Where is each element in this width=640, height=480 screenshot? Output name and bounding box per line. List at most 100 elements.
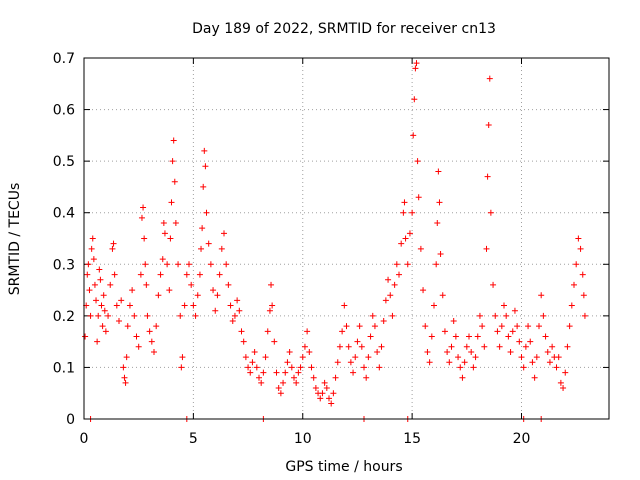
- data-point: [573, 261, 580, 268]
- data-point: [90, 256, 97, 263]
- data-point: [223, 261, 230, 268]
- data-point: [262, 354, 269, 361]
- data-point: [401, 199, 408, 206]
- data-point: [568, 302, 575, 309]
- data-point: [107, 281, 114, 288]
- data-point: [100, 292, 107, 299]
- data-point: [140, 204, 147, 211]
- data-point: [410, 132, 417, 139]
- data-point: [205, 240, 212, 247]
- chart-title: Day 189 of 2022, SRMTID for receiver cn1…: [192, 21, 496, 37]
- data-point: [225, 281, 232, 288]
- data-point: [151, 348, 157, 355]
- data-point: [122, 379, 129, 386]
- x-tick-label: 20: [513, 431, 531, 447]
- data-point: [194, 292, 201, 299]
- data-point: [221, 230, 227, 237]
- data-point: [275, 385, 282, 392]
- data-point: [564, 343, 571, 350]
- data-point: [328, 400, 335, 407]
- y-axis-label: SRMTID / TECUs: [7, 183, 23, 296]
- data-point: [336, 343, 343, 350]
- data-point: [299, 354, 306, 361]
- data-point: [435, 168, 442, 175]
- data-point: [560, 385, 567, 392]
- data-point: [483, 245, 490, 252]
- data-point: [463, 343, 470, 350]
- y-tick-label: 0: [66, 412, 75, 428]
- data-point: [286, 348, 293, 355]
- data-point: [562, 369, 569, 376]
- data-point: [160, 220, 167, 227]
- data-point: [536, 323, 542, 330]
- y-tick-label: 0.1: [53, 360, 75, 376]
- data-point: [177, 312, 184, 319]
- data-point: [203, 209, 210, 216]
- data-point: [412, 65, 419, 72]
- data-point: [247, 369, 254, 376]
- data-point: [202, 163, 209, 170]
- data-point: [339, 328, 346, 335]
- data-point: [148, 338, 155, 345]
- data-point: [146, 328, 153, 335]
- y-tick-label: 0.2: [53, 309, 75, 325]
- data-point: [87, 312, 94, 319]
- data-point: [89, 235, 96, 242]
- data-point: [503, 312, 510, 319]
- data-point: [321, 379, 328, 386]
- data-point: [295, 369, 302, 376]
- data-point: [385, 276, 392, 283]
- x-tick-label: 10: [294, 431, 312, 447]
- data-point: [120, 364, 127, 371]
- data-point: [178, 364, 185, 371]
- data-point: [170, 137, 177, 144]
- data-point: [433, 261, 440, 268]
- data-point: [199, 225, 206, 232]
- data-point: [417, 245, 424, 252]
- data-point: [210, 287, 217, 294]
- data-point: [306, 348, 313, 355]
- data-point: [466, 333, 472, 340]
- data-point: [198, 245, 205, 252]
- data-point: [317, 395, 324, 402]
- data-point: [297, 364, 304, 371]
- data-point: [188, 281, 195, 288]
- grid-layer: [84, 58, 609, 419]
- data-point: [498, 323, 505, 330]
- data-point: [212, 307, 219, 314]
- data-point: [472, 354, 479, 361]
- points-layer: [82, 60, 588, 422]
- data-point: [214, 292, 221, 299]
- data-point: [258, 379, 265, 386]
- data-point: [343, 323, 350, 330]
- data-point: [509, 328, 516, 335]
- data-point: [365, 354, 372, 361]
- y-tick-label: 0.6: [53, 103, 75, 119]
- data-point: [319, 390, 326, 397]
- data-point: [369, 312, 376, 319]
- data-point: [82, 333, 89, 340]
- data-point: [133, 333, 140, 340]
- data-point: [330, 390, 337, 397]
- data-point: [485, 122, 492, 129]
- data-point: [161, 230, 168, 237]
- data-point: [268, 281, 275, 288]
- data-point: [450, 318, 457, 325]
- data-point: [459, 374, 466, 381]
- data-point: [234, 297, 241, 304]
- data-point: [538, 292, 545, 299]
- data-point: [549, 343, 556, 350]
- data-point: [404, 261, 411, 268]
- data-point: [352, 354, 359, 361]
- data-point: [354, 338, 361, 345]
- data-point: [492, 312, 499, 319]
- data-point: [88, 245, 95, 252]
- data-point: [422, 323, 429, 330]
- data-point: [264, 328, 271, 335]
- data-point: [507, 348, 514, 355]
- data-point: [367, 333, 374, 340]
- tick-layer: 0 0.1 0.2 0.3 0.4 0.5 0.6 0.7 0 5 10 15 20: [53, 51, 609, 447]
- data-point: [409, 209, 416, 216]
